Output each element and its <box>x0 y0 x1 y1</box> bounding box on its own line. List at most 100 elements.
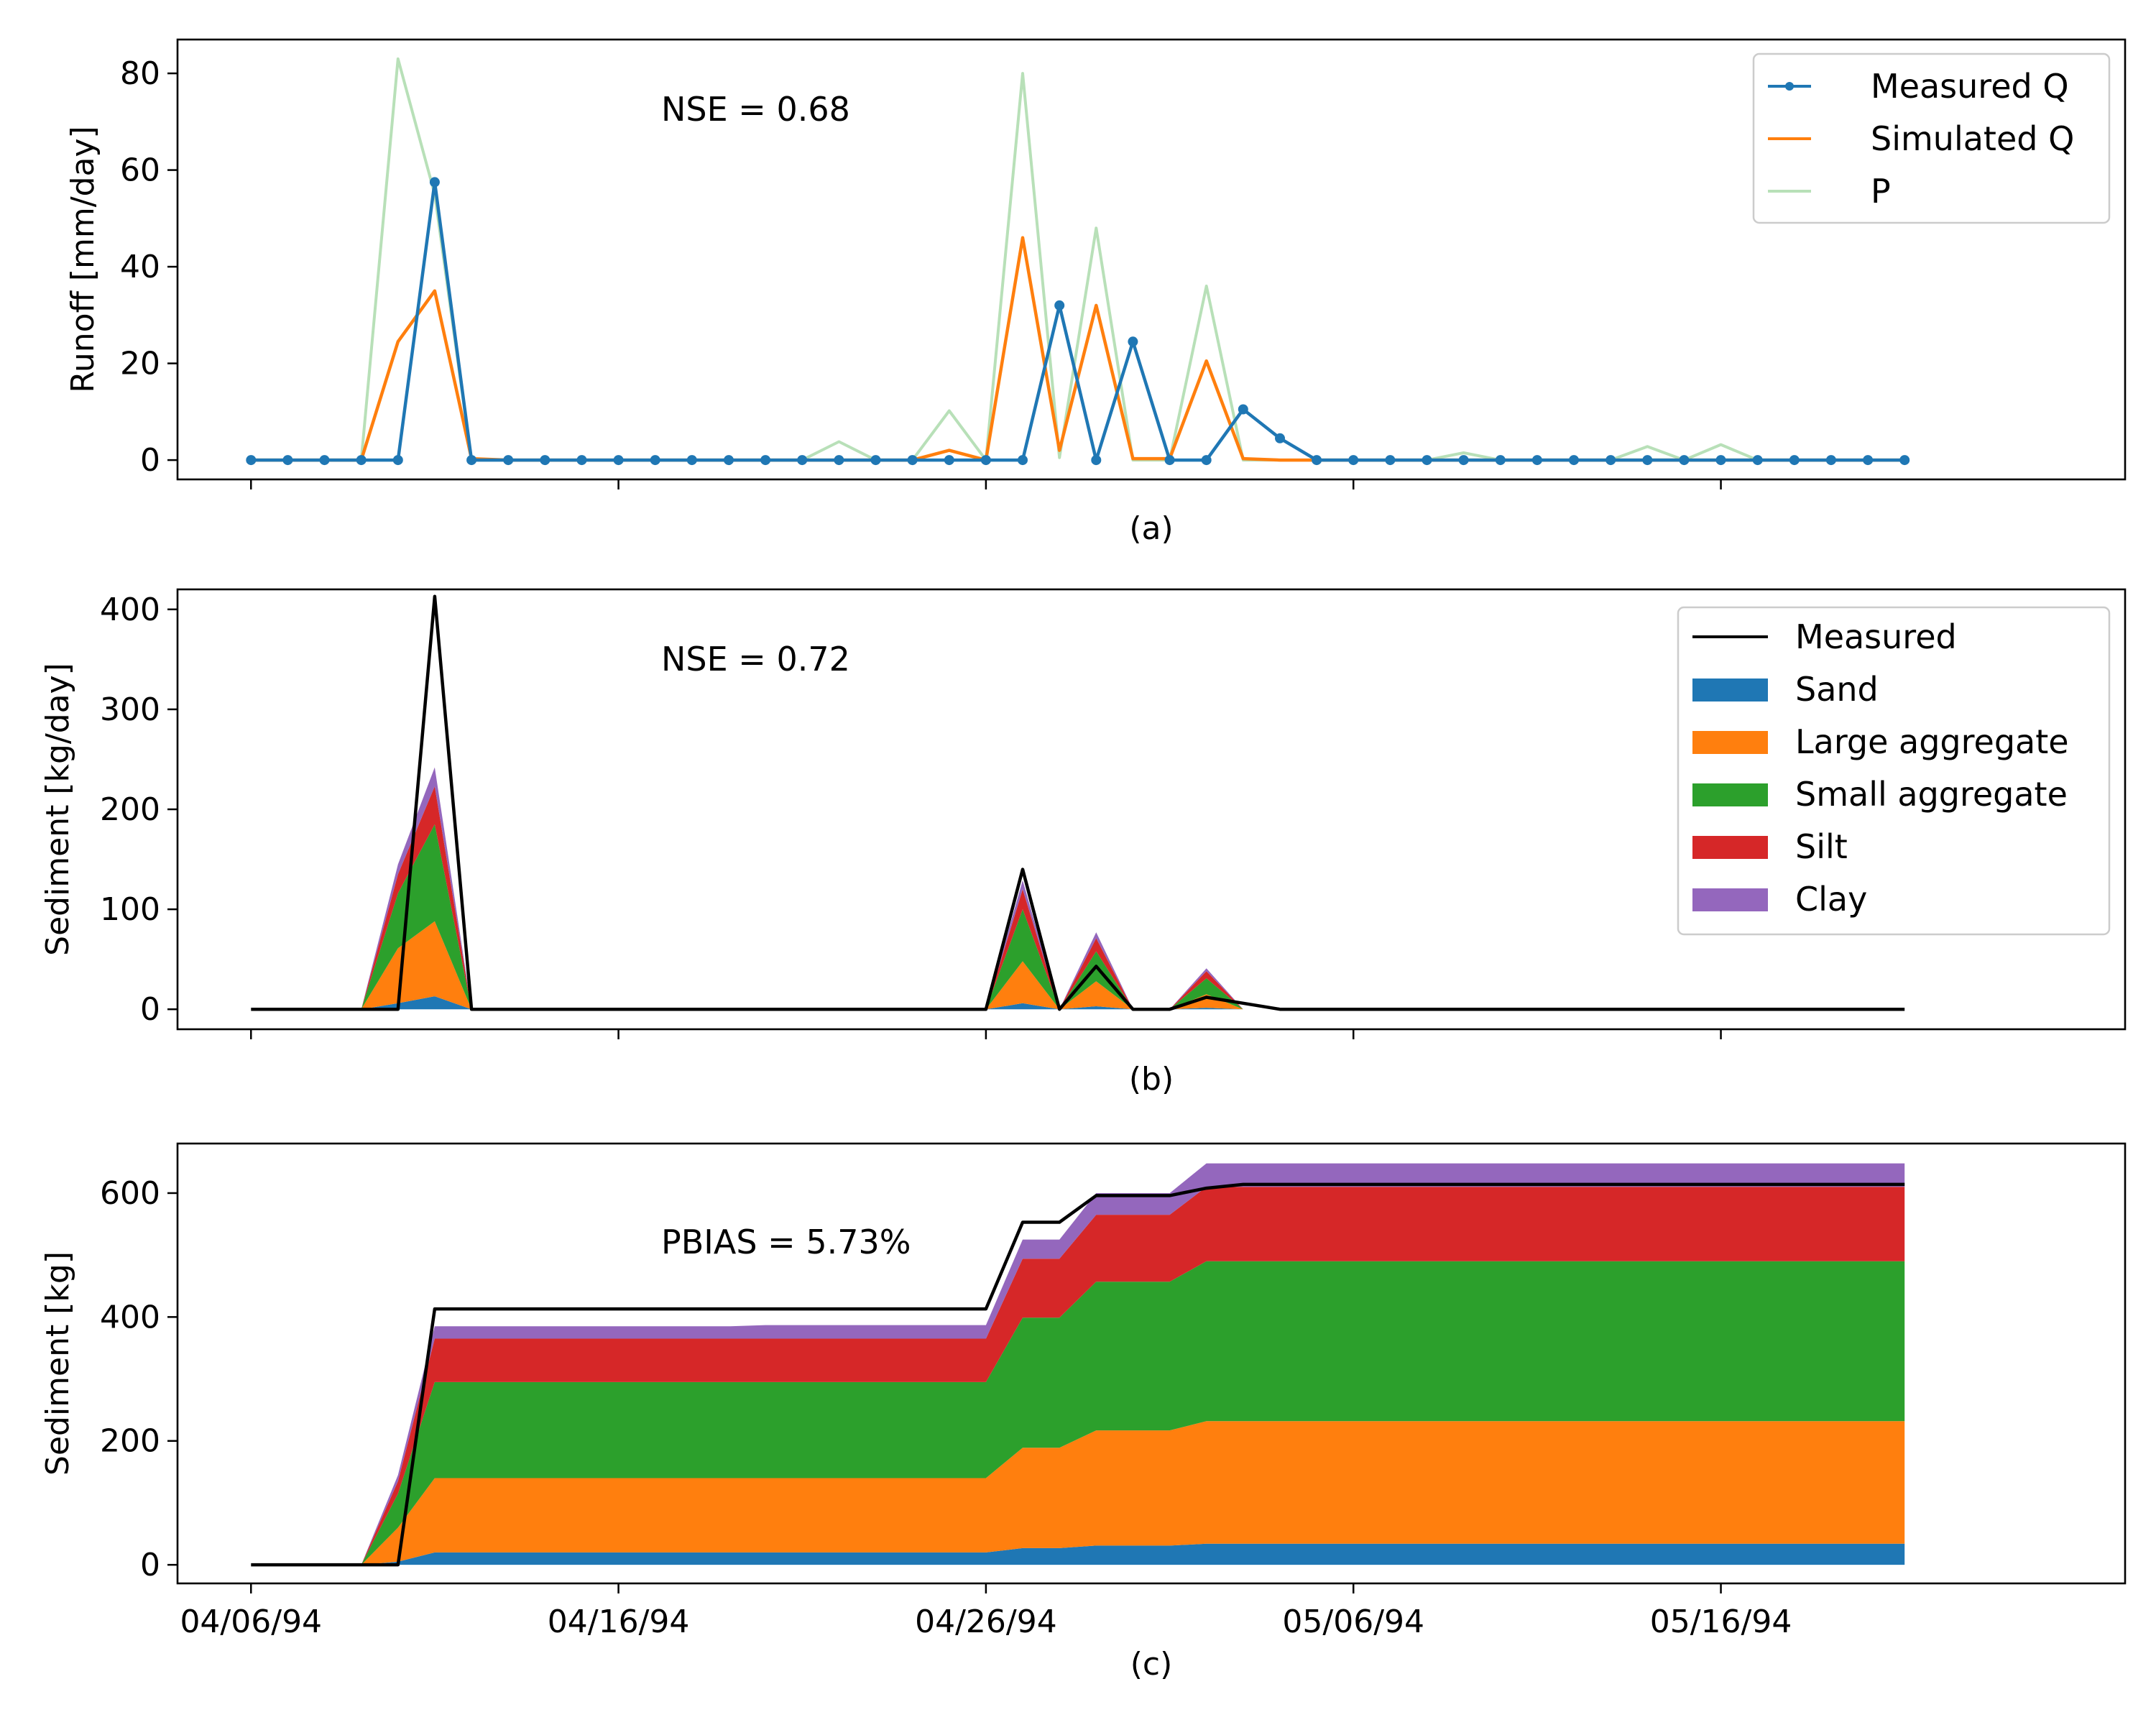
panel-c-ylabel: Sediment [kg] <box>40 1251 76 1476</box>
panel-c: 0 200 400 600 04/06/94 04/16/94 04/26/94 05/06/… <box>40 1142 2127 1683</box>
data-point <box>246 455 257 466</box>
legend-clay-label: Clay <box>1795 880 1867 919</box>
y-tick-label: 200 <box>100 791 160 828</box>
legend-silt-swatch <box>1692 836 1768 859</box>
panel-b-legend: Measured Sand Large aggregate Small aggr… <box>1677 606 2111 936</box>
panel-a-ylabel: Runoff [mm/day] <box>65 126 101 392</box>
data-point <box>466 455 477 466</box>
data-point <box>760 455 771 466</box>
data-point <box>1018 455 1028 466</box>
y-tick-label: 80 <box>120 55 160 92</box>
panel-b-ticks: 0 100 200 300 400 <box>100 592 1722 1039</box>
data-point <box>1091 455 1102 466</box>
y-tick-label: 20 <box>120 346 160 382</box>
legend-sand-swatch <box>1692 678 1768 702</box>
data-point <box>724 455 734 466</box>
area-small-aggregate <box>251 1261 1905 1565</box>
data-point <box>797 455 808 466</box>
panel-b: 0 100 200 300 400 Sediment [kg/day] NSE = 0.… <box>40 588 2127 1098</box>
series-line-measured <box>251 594 1905 1011</box>
series-line-measured-q <box>251 180 1905 462</box>
y-tick-label: 0 <box>140 442 160 479</box>
data-point <box>1385 455 1396 466</box>
data-point <box>1863 455 1874 466</box>
y-tick-label: 100 <box>100 891 160 928</box>
data-point <box>1825 455 1836 466</box>
data-point <box>1164 455 1175 466</box>
legend-large-aggregate-label: Large aggregate <box>1795 722 2069 761</box>
y-tick-label: 400 <box>100 592 160 628</box>
panel-c-annotation: PBIAS = 5.73% <box>661 1223 911 1261</box>
data-point <box>1275 433 1285 443</box>
panel-a-legend: Measured Q Simulated Q P <box>1752 52 2111 224</box>
panel-c-frame <box>176 1142 2127 1585</box>
x-tick-label: 05/16/94 <box>1650 1604 1792 1640</box>
data-point <box>944 455 954 466</box>
data-point <box>834 455 844 466</box>
x-tick-label: 04/16/94 <box>548 1604 690 1640</box>
data-point <box>686 455 697 466</box>
y-tick-label: 0 <box>140 991 160 1028</box>
data-point <box>907 455 918 466</box>
y-tick-label: 0 <box>140 1547 160 1583</box>
data-point <box>1128 336 1138 347</box>
legend-p-label: P <box>1871 172 1891 211</box>
panel-b-legend-box <box>1677 606 2111 936</box>
data-point <box>1238 404 1248 415</box>
data-point <box>1642 455 1653 466</box>
data-point <box>613 455 624 466</box>
data-point <box>356 455 367 466</box>
panel-a-legend-box <box>1752 52 2111 224</box>
data-point <box>429 177 440 188</box>
legend-clay-swatch <box>1692 888 1768 911</box>
panel-a-annotation: NSE = 0.68 <box>661 90 850 129</box>
data-point <box>870 455 881 466</box>
data-point <box>1715 455 1726 466</box>
data-point <box>540 455 550 466</box>
series-line-p <box>251 57 1905 462</box>
legend-measured-q-marker <box>1785 82 1794 91</box>
legend-measured-label: Measured <box>1795 617 1957 656</box>
data-point <box>1899 455 1910 466</box>
panel-c-plot-area <box>251 1163 1905 1567</box>
y-tick-label: 300 <box>100 691 160 728</box>
panel-a-caption: (a) <box>1129 510 1173 547</box>
panel-b-ylabel: Sediment [kg/day] <box>40 663 76 956</box>
data-point <box>650 455 660 466</box>
data-point <box>1789 455 1800 466</box>
data-point <box>1201 455 1212 466</box>
data-point <box>1054 300 1065 310</box>
legend-small-aggregate-label: Small aggregate <box>1795 775 2068 814</box>
data-point <box>1752 455 1763 466</box>
area-silt <box>251 1187 1905 1565</box>
y-tick-label: 400 <box>100 1299 160 1335</box>
y-tick-label: 600 <box>100 1175 160 1212</box>
data-point <box>392 455 403 466</box>
data-point <box>1569 455 1579 466</box>
series-line-measured <box>251 1182 1905 1567</box>
data-point <box>1531 455 1542 466</box>
panel-a-plot-area <box>246 57 1910 466</box>
area-large-aggregate <box>251 921 1280 1010</box>
data-point <box>1348 455 1359 466</box>
legend-measured-q-label: Measured Q <box>1871 67 2069 106</box>
data-point <box>1458 455 1469 466</box>
area-sand <box>251 996 1280 1010</box>
data-point <box>1606 455 1616 466</box>
y-tick-label: 60 <box>120 152 160 189</box>
data-point <box>1312 455 1322 466</box>
data-point <box>503 455 514 466</box>
legend-large-aggregate-swatch <box>1692 731 1768 754</box>
data-point <box>1422 455 1432 466</box>
panel-c-caption: (c) <box>1130 1646 1173 1683</box>
area-sand <box>251 1543 1905 1565</box>
x-tick-label: 04/26/94 <box>915 1604 1057 1640</box>
area-large-aggregate <box>251 1421 1905 1565</box>
panel-a: 0 20 40 60 80 Runoff [mm/day] NSE = 0.68 (a)… <box>65 38 2127 547</box>
data-point <box>319 455 330 466</box>
x-tick-label: 04/06/94 <box>180 1604 322 1640</box>
data-point <box>576 455 587 466</box>
y-tick-label: 200 <box>100 1423 160 1460</box>
data-point <box>1495 455 1506 466</box>
